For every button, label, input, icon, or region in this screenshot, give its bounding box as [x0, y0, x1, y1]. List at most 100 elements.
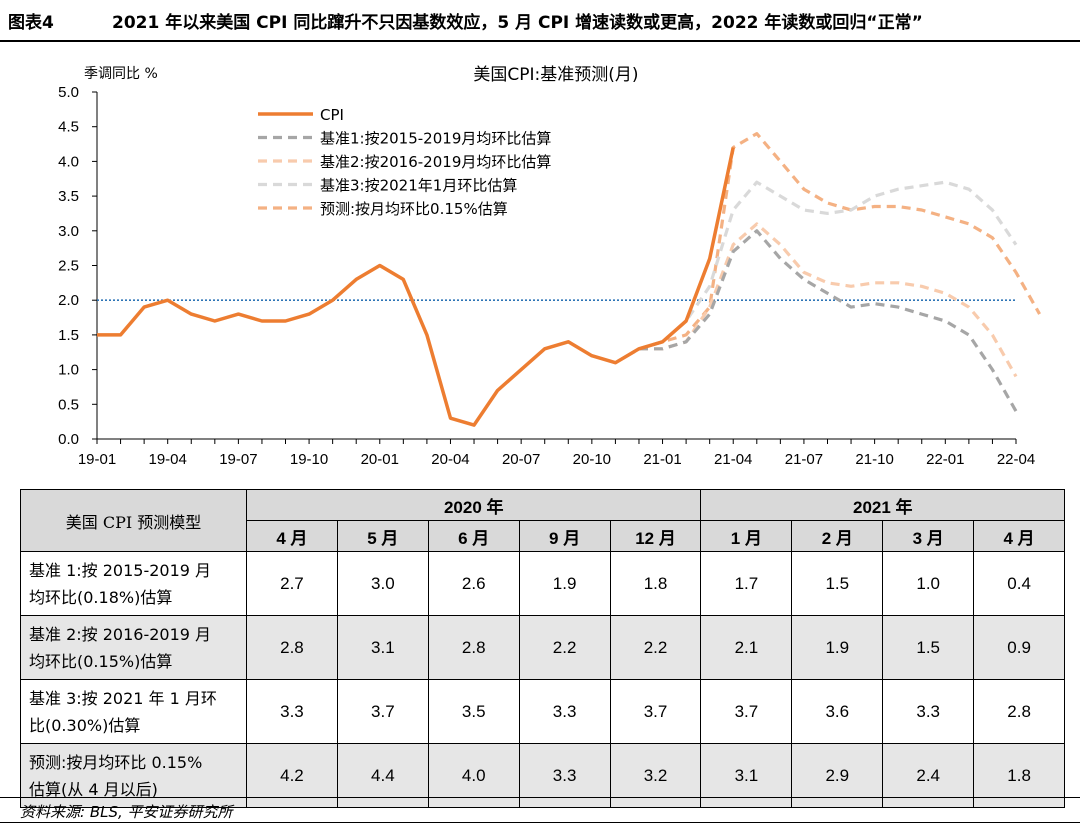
table-row: 基准 3:按 2021 年 1 月环 比(0.30%)估算 3.3 3.7 3.5 3.3…	[20, 679, 1066, 744]
table-cell: 0.4	[973, 551, 1066, 616]
y-axis: 0.0 0.5 1.0 1.5 2.0 2.5 3.0 3.5 4.0 4.5 5.0	[58, 84, 98, 448]
table-cell: 2.8	[427, 615, 520, 680]
x-tick-label: 20-07	[502, 451, 540, 468]
table-cell: 3.1	[336, 615, 429, 680]
y-tick-label: 3.5	[58, 188, 79, 205]
y-tick-label: 1.5	[58, 327, 79, 344]
y-tick-label: 2.0	[58, 292, 79, 309]
table-cell: 1.9	[518, 551, 611, 616]
table-row-label: 基准 1:按 2015-2019 月均环比(0.18%)估算	[20, 551, 247, 616]
y-tick-label: 4.5	[58, 119, 79, 136]
x-tick-label: 19-04	[149, 451, 187, 468]
y-tick-label: 0.0	[58, 431, 79, 448]
row-label-line1: 预测:按月均环比 0.15%	[29, 752, 203, 772]
legend-label: 基准1:按2015-2019月均环比估算	[320, 130, 551, 148]
table-cell: 3.0	[336, 551, 429, 616]
y-tick-label: 3.0	[58, 223, 79, 240]
table-cell: 3.5	[427, 679, 520, 744]
y-tick-label: 5.0	[58, 84, 79, 101]
y-tick-label: 1.0	[58, 362, 79, 379]
table-row: 基准 2:按 2016-2019 月均环比(0.15%)估算 2.8 3.1 2.8 2…	[20, 615, 1066, 680]
table-cell: 2.2	[518, 615, 611, 680]
figure-label: 图表4	[8, 13, 54, 33]
series-group	[97, 131, 1041, 427]
cpi-line-chart: 0.00.51.01.52.02.53.03.54.04.55.0 19-01 1…	[58, 65, 1041, 468]
x-tick-label: 20-10	[573, 451, 611, 468]
legend-label: 基准3:按2021年1月环比估算	[320, 177, 517, 195]
x-tick-label: 21-01	[643, 451, 681, 468]
table-row: 基准 1:按 2015-2019 月均环比(0.18%)估算 2.7 3.0 2.6 1…	[20, 551, 1066, 616]
series-2-line	[639, 222, 1018, 378]
row-label-line1: 基准 3:按 2021 年 1 月环	[29, 688, 217, 708]
x-tick-label: 22-01	[926, 451, 964, 468]
table-cell: 2.7	[246, 551, 338, 616]
x-tick-label: 19-01	[78, 451, 116, 468]
table-cell: 3.3	[246, 679, 338, 744]
table-body: 基准 1:按 2015-2019 月均环比(0.18%)估算 2.7 3.0 2.6 1…	[20, 551, 1066, 808]
table-cell: 2.8	[973, 679, 1066, 744]
legend-label: 基准2:按2016-2019月均环比估算	[320, 153, 551, 171]
x-tick-label: 19-10	[290, 451, 328, 468]
x-axis: 19-01 19-04 19-07 19-10 20-01 20-04 20-07 20-10…	[78, 438, 1035, 468]
table-cell: 2.9	[791, 743, 884, 808]
table-cell: 2.1	[700, 615, 793, 680]
y-axis-label: 季调同比 %	[84, 66, 158, 82]
table-month-header: 9 月	[518, 520, 611, 552]
table-month-header: 4 月	[246, 520, 338, 552]
table-cell: 1.0	[882, 551, 975, 616]
table-cell: 3.6	[791, 679, 884, 744]
x-tick-label: 22-04	[997, 451, 1035, 468]
table-cell: 3.3	[518, 679, 611, 744]
series-3-line	[638, 180, 1018, 351]
source-note: 资料来源: BLS, 平安证券研究所	[20, 803, 233, 821]
footer: 资料来源: BLS, 平安证券研究所	[0, 797, 1080, 823]
table-cell: 3.7	[700, 679, 793, 744]
series-cpi-line	[97, 147, 735, 427]
table-cell: 1.9	[791, 615, 884, 680]
table-cell: 1.8	[609, 551, 702, 616]
legend-label: 预测:按月均环比0.15%估算	[320, 200, 508, 218]
x-tick-label: 21-07	[785, 451, 823, 468]
table-cell: 1.5	[791, 551, 884, 616]
x-tick-label: 21-04	[714, 451, 752, 468]
table-cell: 3.7	[336, 679, 429, 744]
x-tick-label: 21-10	[855, 451, 893, 468]
row-label-line1: 基准 2:按 2016-2019 月	[29, 624, 212, 644]
table-month-header: 3 月	[882, 520, 975, 552]
row-label-line2: 比(0.30%)估算	[29, 715, 141, 735]
table-group-2020: 2020 年	[245, 489, 702, 521]
table-row-label: 基准 3:按 2021 年 1 月环 比(0.30%)估算	[20, 679, 247, 744]
row-label-line2: 均环比(0.15%)估算	[29, 651, 173, 671]
table-row-label: 基准 2:按 2016-2019 月均环比(0.15%)估算	[20, 615, 247, 680]
x-tick-label: 19-07	[219, 451, 257, 468]
legend-label: CPI	[320, 106, 344, 124]
table-month-header: 12 月	[609, 520, 702, 552]
figure-title: 2021 年以来美国 CPI 同比蹿升不只因基数效应，5 月 CPI 增速读数或…	[112, 13, 923, 33]
table-cell: 2.8	[246, 615, 338, 680]
table-cell: 3.7	[609, 679, 702, 744]
row-label-line2: 均环比(0.18%)估算	[29, 587, 173, 607]
x-tick-label: 20-01	[361, 451, 399, 468]
y-tick-label: 4.0	[58, 153, 79, 170]
row-label-line1: 基准 1:按 2015-2019 月	[29, 560, 212, 580]
table-cell: 3.3	[882, 679, 975, 744]
row-label-line2: 估算(从 4 月以后)	[29, 779, 158, 799]
table-cell: 0.9	[973, 615, 1066, 680]
table-row-label: 预测:按月均环比 0.15% 估算(从 4 月以后)	[20, 743, 247, 808]
table-month-header: 6 月	[427, 520, 520, 552]
table-cell: 2.6	[427, 551, 520, 616]
table-month-header: 2 月	[791, 520, 884, 552]
figure-header: 图表4 2021 年以来美国 CPI 同比蹿升不只因基数效应，5 月 CPI 增…	[0, 0, 1080, 42]
series-4-line	[638, 131, 1041, 351]
table-month-header: 5 月	[336, 520, 429, 552]
chart-title: 美国CPI:基准预测(月)	[473, 65, 638, 85]
table-cell: 1.5	[882, 615, 975, 680]
y-tick-label: 0.5	[58, 396, 79, 413]
legend: CPI 基准1:按2015-2019月均环比估算基准2:按2016-2019月均环…	[258, 106, 551, 218]
table-cell: 2.2	[609, 615, 702, 680]
table-month-header: 4 月	[973, 520, 1066, 552]
x-tick-label: 20-04	[431, 451, 469, 468]
y-tick-label: 2.5	[58, 258, 79, 275]
